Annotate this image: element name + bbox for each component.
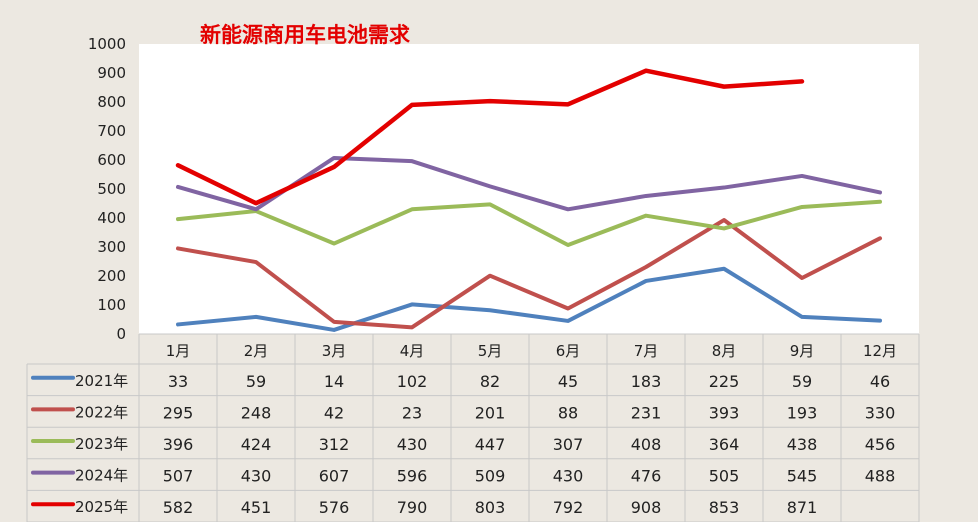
chart-title: 新能源商用车电池需求 [200,23,410,47]
table-cell-value: 447 [475,435,506,454]
table-cell-value: 102 [397,372,428,391]
table-cell-value: 451 [241,498,272,517]
table-cell-value: 509 [475,467,506,486]
table-cell-value: 596 [397,467,428,486]
table-cell-value: 607 [319,467,350,486]
table-cell-value: 330 [865,403,896,422]
y-tick-label: 1000 [88,35,126,53]
y-tick-label: 400 [97,209,126,227]
table-cell-value: 408 [631,435,662,454]
table-cell-value: 803 [475,498,506,517]
table-cell-value: 231 [631,403,662,422]
category-label: 8月 [712,342,737,360]
y-tick-label: 0 [116,325,126,343]
legend-label: 2022年 [75,403,128,421]
table-cell-value: 430 [553,467,584,486]
table-cell-value: 42 [324,403,344,422]
table-cell-value: 576 [319,498,350,517]
category-label: 2月 [244,342,269,360]
table-cell-value: 430 [397,435,428,454]
table-cell-value: 364 [709,435,740,454]
table-cell-value: 33 [168,372,188,391]
legend-label: 2021年 [75,372,128,390]
series-lines [175,68,882,332]
table-cell-value: 582 [163,498,194,517]
table-cell-value: 393 [709,403,740,422]
legend-label: 2023年 [75,435,128,453]
series-line-2025年 [175,68,805,206]
table-cell-value: 295 [163,403,194,422]
table-cell-value: 505 [709,467,740,486]
legend-label: 2025年 [75,498,128,516]
table-cell-value: 871 [787,498,818,517]
table-cell-value: 476 [631,467,662,486]
category-label: 12月 [863,342,897,360]
table-cell-value: 225 [709,372,740,391]
table-cell-value: 14 [324,372,344,391]
table-cell-value: 248 [241,403,272,422]
y-tick-label: 700 [97,122,126,140]
category-label: 3月 [322,342,347,360]
table-cell-value: 201 [475,403,506,422]
table-cell-value: 424 [241,435,272,454]
table-cell-value: 59 [246,372,266,391]
y-tick-label: 800 [97,93,126,111]
table-cell-value: 507 [163,467,194,486]
table-cell-value: 488 [865,467,896,486]
legend-label: 2024年 [75,467,128,485]
table-cell-value: 790 [397,498,428,517]
series-line-2023年 [176,199,882,247]
table-cell-value: 307 [553,435,584,454]
category-label: 9月 [790,342,815,360]
table-cell-value: 46 [870,372,890,391]
table-cell-value: 545 [787,467,818,486]
table-cell-value: 193 [787,403,818,422]
y-axis: 0 100 200 300 400 500 600 700 800 900 1000 [88,35,126,343]
category-label: 6月 [556,342,581,360]
table-cell-value: 23 [402,403,422,422]
y-tick-label: 500 [97,180,126,198]
y-tick-label: 200 [97,267,126,285]
table-cell-value: 396 [163,435,194,454]
table-cell-value: 438 [787,435,818,454]
table-cell-value: 45 [558,372,578,391]
table-cell-value: 312 [319,435,350,454]
y-tick-label: 900 [97,64,126,82]
table-cell-value: 88 [558,403,578,422]
table-cell-value: 82 [480,372,500,391]
category-label: 4月 [400,342,425,360]
table-cell-value: 908 [631,498,662,517]
table-cell-value: 853 [709,498,740,517]
category-label: 1月 [166,342,191,360]
table-cell-value: 430 [241,467,272,486]
table-cell-value: 59 [792,372,812,391]
series-line-2021年 [176,266,882,332]
table-cell-value: 792 [553,498,584,517]
category-label: 5月 [478,342,503,360]
y-tick-label: 100 [97,296,126,314]
plot-area [139,44,919,334]
category-label: 7月 [634,342,659,360]
y-tick-label: 600 [97,151,126,169]
table-cell-value: 183 [631,372,662,391]
series-line-2022年 [176,218,882,330]
table-cell-value: 456 [865,435,896,454]
y-tick-label: 300 [97,238,126,256]
